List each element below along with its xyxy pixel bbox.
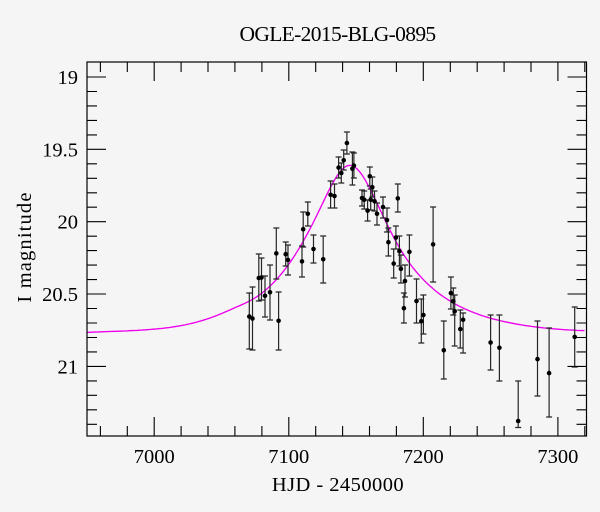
svg-text:7200: 7200 [403, 446, 444, 468]
svg-text:20.5: 20.5 [42, 284, 78, 306]
svg-text:19: 19 [58, 67, 79, 89]
svg-text:OGLE-2015-BLG-0895: OGLE-2015-BLG-0895 [239, 22, 435, 46]
svg-text:7100: 7100 [268, 446, 309, 468]
svg-text:7300: 7300 [537, 446, 578, 468]
svg-text:20: 20 [58, 212, 79, 234]
svg-text:19.5: 19.5 [42, 139, 78, 161]
svg-text:21: 21 [58, 356, 79, 378]
svg-text:HJD - 2450000: HJD - 2450000 [272, 474, 404, 496]
svg-text:7000: 7000 [134, 446, 175, 468]
svg-text:I magnitude: I magnitude [14, 191, 36, 302]
